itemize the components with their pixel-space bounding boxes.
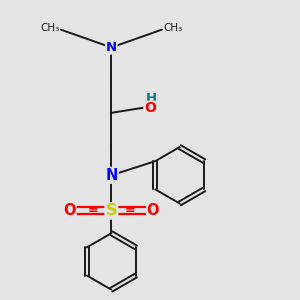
Text: =: =: [124, 204, 135, 218]
Text: O: O: [64, 203, 76, 218]
Text: H: H: [146, 92, 157, 105]
Text: N: N: [105, 168, 118, 183]
Text: =: =: [88, 204, 98, 218]
Text: CH₃: CH₃: [164, 23, 183, 33]
Text: S: S: [106, 203, 117, 218]
Text: O: O: [144, 101, 156, 116]
Text: O: O: [147, 203, 159, 218]
Text: CH₃: CH₃: [40, 23, 59, 33]
Text: N: N: [106, 41, 117, 54]
